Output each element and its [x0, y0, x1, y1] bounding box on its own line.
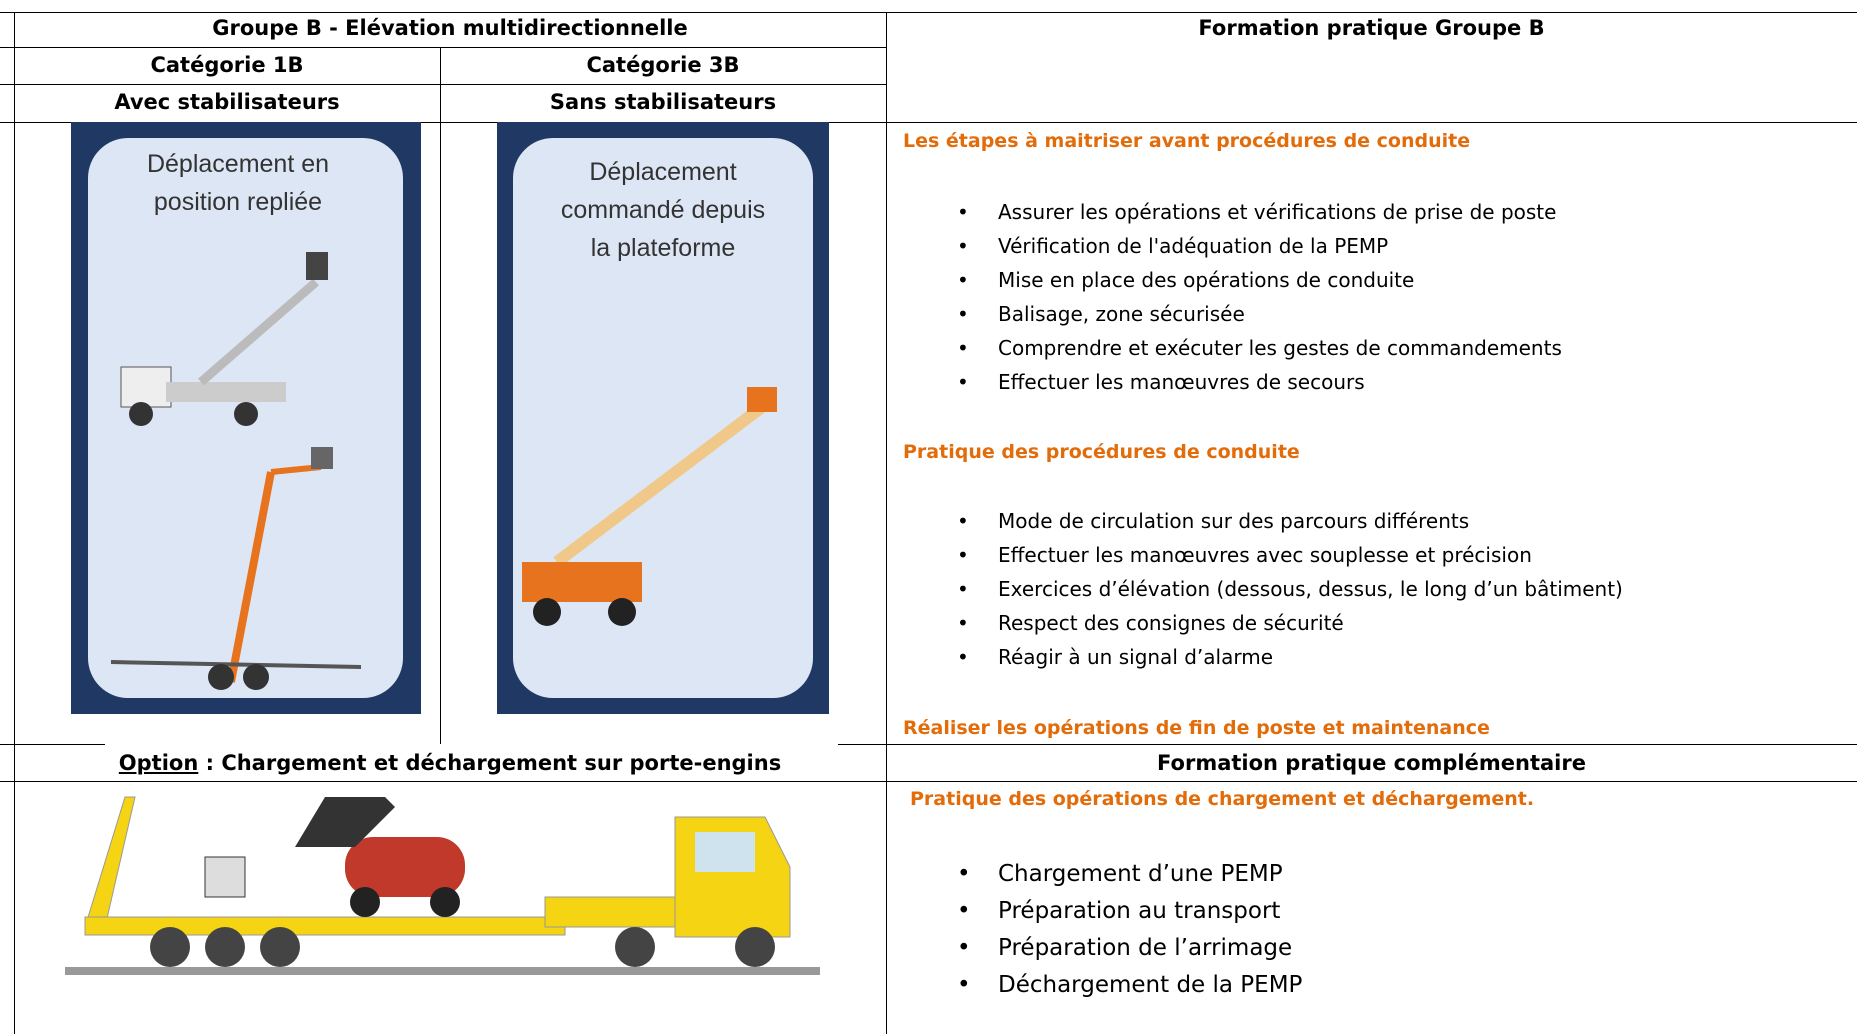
bullet-list: Assurer les opérations et vérifications …: [957, 195, 1562, 399]
option-title: Option : Chargement et déchargement sur …: [14, 751, 886, 775]
section-heading: Réaliser les opérations de fin de poste …: [903, 717, 1490, 739]
option-label: Option: [118, 751, 199, 775]
bullet-item: Préparation au transport: [957, 893, 1302, 930]
border: [0, 12, 1857, 13]
caption: Déplacement: [589, 158, 736, 186]
border: [0, 47, 886, 48]
category-sub: Avec stabilisateurs: [114, 90, 340, 114]
image-3b: Déplacement commandé depuis la plateform…: [497, 122, 829, 714]
bullet-item: Effectuer les manœuvres de secours: [957, 365, 1562, 399]
caption: position repliée: [154, 188, 322, 216]
border: [0, 781, 1857, 782]
border: [0, 122, 1857, 123]
bullet-item: Vérification de l'adéquation de la PEMP: [957, 229, 1562, 263]
bullet-item: Assurer les opérations et vérifications …: [957, 195, 1562, 229]
border: [0, 744, 105, 745]
category-sub: Sans stabilisateurs: [549, 90, 777, 114]
bullet-item: Réagir à un signal d’alarme: [957, 640, 1623, 674]
bullet-item: Chargement d’une PEMP: [957, 856, 1302, 893]
border: [14, 12, 15, 1034]
border: [886, 12, 887, 1034]
image-1b: Déplacement en position repliée: [71, 122, 421, 714]
caption: la plateforme: [591, 234, 736, 262]
bullet-item: Mode de circulation sur des parcours dif…: [957, 504, 1623, 538]
border: [0, 84, 886, 85]
border: [838, 744, 1857, 745]
bullet-item: Déchargement de la PEMP: [957, 967, 1302, 1004]
caption: Déplacement en: [147, 150, 329, 178]
section-heading: Les étapes à maitriser avant procédures …: [903, 130, 1471, 152]
bullet-item: Préparation de l’arrimage: [957, 930, 1302, 967]
bullet-item: Balisage, zone sécurisée: [957, 297, 1562, 331]
bullet-item: Mise en place des opérations de conduite: [957, 263, 1562, 297]
bullet-item: Comprendre et exécuter les gestes de com…: [957, 331, 1562, 365]
bullet-item: Respect des consignes de sécurité: [957, 606, 1623, 640]
option-heading: Pratique des opérations de chargement et…: [910, 788, 1535, 810]
bullet-item: Exercices d’élévation (dessous, dessus, …: [957, 572, 1623, 606]
section-heading: Pratique des procédures de conduite: [903, 441, 1300, 463]
option-right-title: Formation pratique complémentaire: [1157, 751, 1586, 775]
right-title: Formation pratique Groupe B: [1198, 16, 1545, 40]
option-text: : Chargement et déchargement sur porte-e…: [198, 751, 782, 775]
category-name: Catégorie 3B: [586, 53, 740, 77]
truck-image: [65, 796, 820, 975]
group-title: Groupe B - Elévation multidirectionnelle: [212, 16, 688, 40]
option-list: Chargement d’une PEMPPréparation au tran…: [957, 856, 1302, 1004]
caption: commandé depuis: [561, 196, 765, 224]
category-name: Catégorie 1B: [150, 53, 304, 77]
border: [440, 47, 441, 744]
bullet-list: Mode de circulation sur des parcours dif…: [957, 504, 1623, 674]
bullet-item: Effectuer les manœuvres avec souplesse e…: [957, 538, 1623, 572]
